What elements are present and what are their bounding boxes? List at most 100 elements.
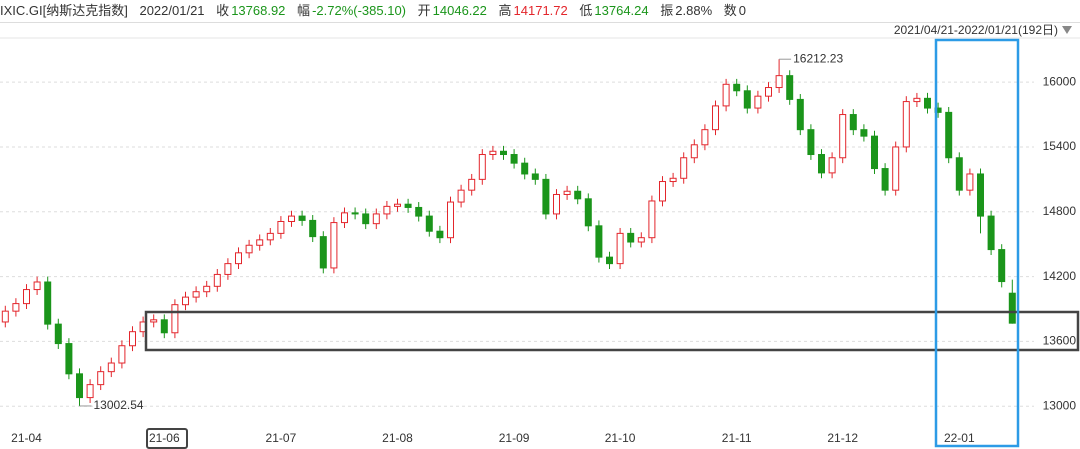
- candle-body: [945, 111, 953, 159]
- candle-body: [531, 173, 539, 180]
- candle-body: [394, 203, 401, 207]
- candle-body: [54, 323, 62, 345]
- x-tick-label: 22-01: [944, 431, 975, 445]
- candle-body: [786, 75, 794, 100]
- candle-body: [489, 150, 497, 156]
- candle-body: [160, 319, 168, 334]
- candle-body: [107, 362, 115, 373]
- y-tick-label: 15400: [1043, 139, 1077, 153]
- candle-body: [309, 219, 317, 238]
- candle-body: [118, 345, 126, 364]
- candle-body: [319, 236, 327, 269]
- candle-body: [256, 239, 264, 246]
- x-tick-label: 21-09: [499, 431, 530, 445]
- candle-body: [902, 101, 910, 148]
- candle-body: [86, 384, 94, 399]
- candle-body: [892, 146, 900, 191]
- candle-body: [298, 215, 306, 221]
- candle-body: [998, 249, 1006, 283]
- candle-body: [150, 319, 158, 323]
- value: 13768.92: [231, 3, 286, 18]
- candle-body: [33, 281, 41, 291]
- candle-body: [171, 304, 179, 334]
- max-label: 16212.23: [793, 51, 843, 65]
- value: -2.72%(-385.10): [312, 3, 407, 18]
- dropdown-arrow[interactable]: [1062, 26, 1072, 34]
- candle-body: [245, 244, 253, 254]
- y-tick-label: 13600: [1043, 334, 1077, 348]
- label: 低: [579, 3, 593, 18]
- candle-body: [500, 150, 507, 156]
- candle-body: [584, 198, 592, 227]
- candle-body: [447, 201, 454, 239]
- candle-body: [563, 190, 571, 195]
- value: 14046.22: [432, 3, 487, 18]
- candle-body: [224, 263, 232, 275]
- candle-body: [266, 232, 274, 241]
- candle-body: [574, 190, 582, 200]
- label: 振: [660, 3, 674, 18]
- candle-body: [701, 129, 709, 146]
- candle-body: [796, 98, 804, 131]
- candle-body: [415, 206, 423, 217]
- candle-body: [383, 205, 391, 215]
- candle-body: [743, 90, 751, 109]
- candle-body: [669, 177, 677, 183]
- candle-body: [553, 193, 560, 215]
- code: IXIC.GI[纳斯达克指数]: [0, 3, 128, 18]
- candle-body: [924, 97, 931, 109]
- candle-body: [627, 232, 635, 243]
- candle-body: [733, 83, 741, 92]
- x-tick-label: 21-06: [149, 431, 180, 445]
- candle-body: [659, 181, 666, 202]
- candle-body: [203, 285, 211, 293]
- y-tick-label: 13000: [1043, 398, 1077, 412]
- candle-body: [818, 154, 825, 174]
- candle-body: [182, 296, 189, 306]
- candle-body: [849, 114, 857, 131]
- candle-body: [341, 212, 348, 224]
- candle-body: [616, 232, 624, 265]
- x-tick-label: 21-07: [266, 431, 297, 445]
- value: 2.88%: [675, 3, 713, 18]
- label-box: [146, 428, 188, 449]
- candle-body: [351, 212, 359, 215]
- candle-body: [277, 220, 285, 234]
- y-tick-label: 16000: [1043, 74, 1077, 88]
- candle-body: [881, 168, 889, 191]
- candle-body: [542, 178, 550, 215]
- candle-body: [648, 200, 656, 239]
- candle-body: [192, 291, 200, 298]
- candle-body: [966, 173, 974, 191]
- x-tick-label: 21-08: [382, 431, 413, 445]
- x-tick-label: 21-11: [722, 431, 752, 445]
- candle-body: [606, 256, 613, 265]
- value: 14171.72: [513, 3, 568, 18]
- candle-body: [913, 97, 921, 103]
- label: 开: [417, 3, 431, 18]
- candle-body: [712, 105, 719, 131]
- candle-body: [457, 189, 465, 203]
- highlight-box: [934, 38, 1020, 448]
- candle-body: [44, 281, 52, 325]
- candle-body: [425, 215, 433, 232]
- label: 数: [723, 3, 737, 18]
- candle-body: [372, 213, 380, 225]
- candle-body: [754, 95, 762, 109]
- candle-body: [690, 144, 698, 159]
- candle-body: [65, 343, 73, 375]
- candle-body: [213, 273, 221, 287]
- x-tick-label: 21-10: [605, 431, 636, 445]
- candle-body: [510, 154, 518, 164]
- candle-body: [288, 215, 295, 222]
- x-tick-label: 21-12: [827, 431, 858, 445]
- candle-body: [478, 154, 486, 180]
- value: 0: [738, 3, 747, 18]
- min-label: 13002.54: [94, 398, 144, 412]
- candle-body: [468, 178, 476, 191]
- candle-body: [987, 215, 995, 251]
- candle-body: [860, 129, 868, 137]
- candle-body: [807, 129, 815, 156]
